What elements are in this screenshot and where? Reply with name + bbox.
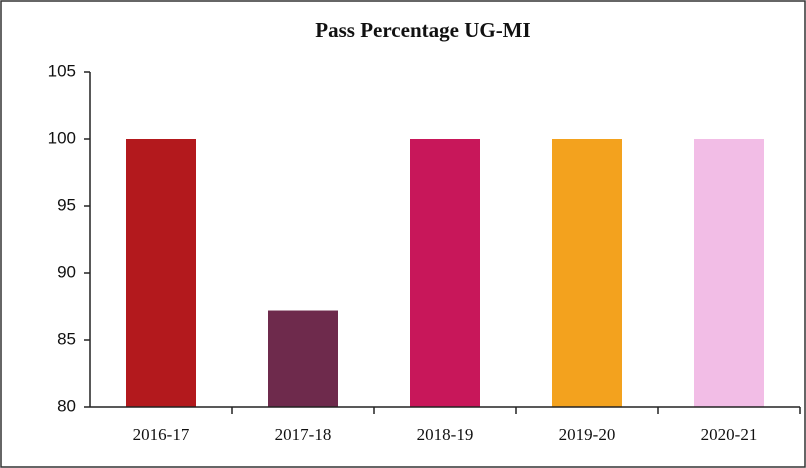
y-tick-label: 95: [57, 195, 76, 214]
bar: [552, 139, 622, 407]
x-tick-label: 2016-17: [133, 425, 190, 444]
bar: [126, 139, 196, 407]
bar: [268, 310, 338, 407]
x-tick-label: 2017-18: [275, 425, 332, 444]
y-tick-label: 90: [57, 262, 76, 281]
chart-title: Pass Percentage UG-MI: [315, 18, 530, 42]
bar: [694, 139, 764, 407]
bar: [410, 139, 480, 407]
x-tick-label: 2019-20: [559, 425, 616, 444]
y-tick-label: 80: [57, 396, 76, 415]
x-tick-label: 2020-21: [701, 425, 758, 444]
y-tick-label: 85: [57, 329, 76, 348]
y-tick-label: 105: [48, 61, 76, 80]
x-tick-label: 2018-19: [417, 425, 474, 444]
y-tick-label: 100: [48, 128, 76, 147]
